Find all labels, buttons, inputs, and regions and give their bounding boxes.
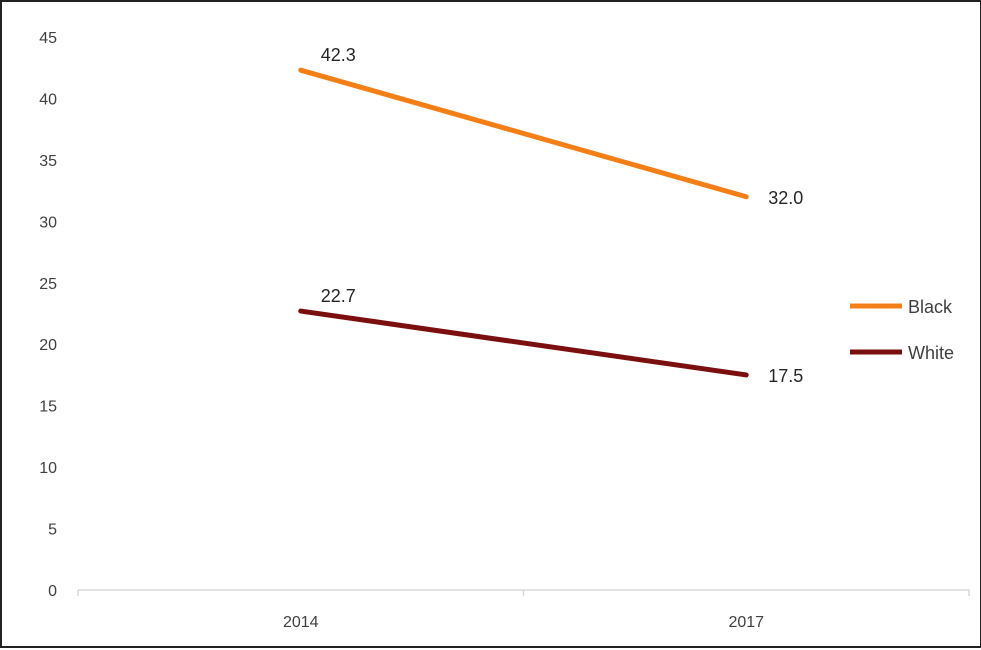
y-tick-label: 0 [48,583,57,600]
data-label: 32.0 [768,188,803,208]
y-tick-label: 40 [39,91,57,108]
x-tick-label: 2017 [728,614,764,631]
y-tick-label: 35 [39,153,57,170]
y-tick-label: 25 [39,276,57,293]
series-line-black [298,67,749,200]
y-tick-label: 30 [39,214,57,231]
data-label: 22.7 [321,286,356,306]
y-tick-label: 15 [39,399,57,416]
y-tick-label: 45 [39,30,57,47]
y-tick-label: 20 [39,337,57,354]
data-label: 17.5 [768,366,803,386]
y-tick-label: 10 [39,460,57,477]
y-tick-label: 5 [48,522,57,539]
data-label: 42.3 [321,45,356,65]
series-line-white [298,308,749,378]
x-tick-label: 2014 [283,614,319,631]
legend-label: White [908,343,954,363]
legend-label: Black [908,297,953,317]
